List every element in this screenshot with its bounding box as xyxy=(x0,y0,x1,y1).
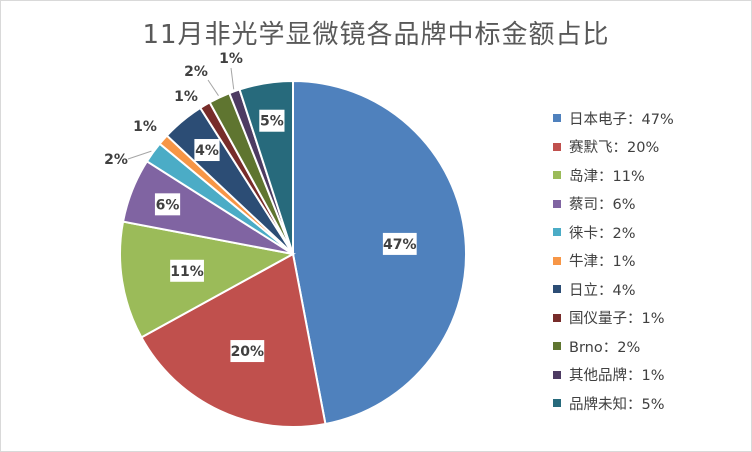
data-label-box-蔡司 xyxy=(154,193,181,216)
legend-item-岛津: 岛津：11% xyxy=(553,161,674,190)
legend-label: 日立：4% xyxy=(569,282,636,299)
data-label-box-日本电子 xyxy=(382,232,417,255)
legend-item-日本电子: 日本电子：47% xyxy=(553,104,674,133)
legend-swatch xyxy=(553,313,561,322)
legend-swatch xyxy=(553,228,561,237)
legend-item-日立: 日立：4% xyxy=(553,275,674,304)
legend-item-国仪量子: 国仪量子：1% xyxy=(553,304,674,333)
pie-slice-日本电子 xyxy=(292,79,468,426)
legend-label: 国仪量子：1% xyxy=(569,311,665,328)
legend-label: 赛默飞：20% xyxy=(569,140,660,157)
legend-swatch xyxy=(553,142,561,151)
chart-title: 11月非光学显微镜各品牌中标金额占比 xyxy=(142,20,610,50)
legend-label: 牛津：1% xyxy=(569,254,636,271)
data-label-其他品牌: 1% xyxy=(219,51,243,67)
data-label-box-赛默飞 xyxy=(230,340,265,363)
data-label-品牌未知: 5% xyxy=(260,114,284,130)
legend-item-蔡司: 蔡司：6% xyxy=(553,190,674,219)
leader-line-Brno xyxy=(207,79,219,96)
legend-swatch xyxy=(553,171,561,180)
legend-swatch xyxy=(553,399,561,408)
legend-swatch xyxy=(553,285,561,294)
legend-label: 岛津：11% xyxy=(569,168,645,185)
data-label-赛默飞: 20% xyxy=(231,344,265,360)
legend-swatch xyxy=(553,114,561,123)
legend-item-徕卡: 徕卡：2% xyxy=(553,218,674,247)
legend-item-牛津: 牛津：1% xyxy=(553,247,674,276)
legend-swatch xyxy=(553,342,561,351)
data-label-蔡司: 6% xyxy=(156,197,180,213)
data-label-box-岛津 xyxy=(170,259,204,282)
data-label-牛津: 1% xyxy=(133,119,157,135)
legend: 日本电子：47% 赛默飞：20% 岛津：11% 蔡司：6% 徕卡：2% 牛津：1% 日立：4… xyxy=(553,104,674,418)
legend-swatch xyxy=(553,199,561,208)
legend-label: 蔡司：6% xyxy=(569,197,636,214)
data-label-Brno: 2% xyxy=(184,64,208,80)
legend-label: 徕卡：2% xyxy=(569,225,636,242)
data-label-国仪量子: 1% xyxy=(174,89,198,105)
legend-label: 其他品牌：1% xyxy=(569,368,665,385)
legend-label: Brno：2% xyxy=(569,339,641,356)
data-label-徕卡: 2% xyxy=(104,152,128,168)
leader-line-徕卡 xyxy=(127,150,152,160)
data-label-box-日立 xyxy=(194,139,220,162)
legend-label: 品牌未知：5% xyxy=(569,396,665,413)
legend-label: 日本电子：47% xyxy=(569,111,674,128)
data-label-日本电子: 47% xyxy=(383,237,417,253)
pie-slice-岛津 xyxy=(118,220,296,339)
legend-item-品牌未知: 品牌未知：5% xyxy=(553,389,674,418)
legend-swatch xyxy=(553,256,561,265)
data-label-box-品牌未知 xyxy=(259,109,285,132)
legend-item-赛默飞: 赛默飞：20% xyxy=(553,133,674,162)
legend-item-Brno: Brno：2% xyxy=(553,332,674,361)
legend-swatch xyxy=(553,370,561,379)
legend-item-其他品牌: 其他品牌：1% xyxy=(553,361,674,390)
data-label-岛津: 11% xyxy=(170,264,204,280)
data-label-日立: 4% xyxy=(195,143,219,159)
leader-line-其他品牌 xyxy=(230,67,235,90)
